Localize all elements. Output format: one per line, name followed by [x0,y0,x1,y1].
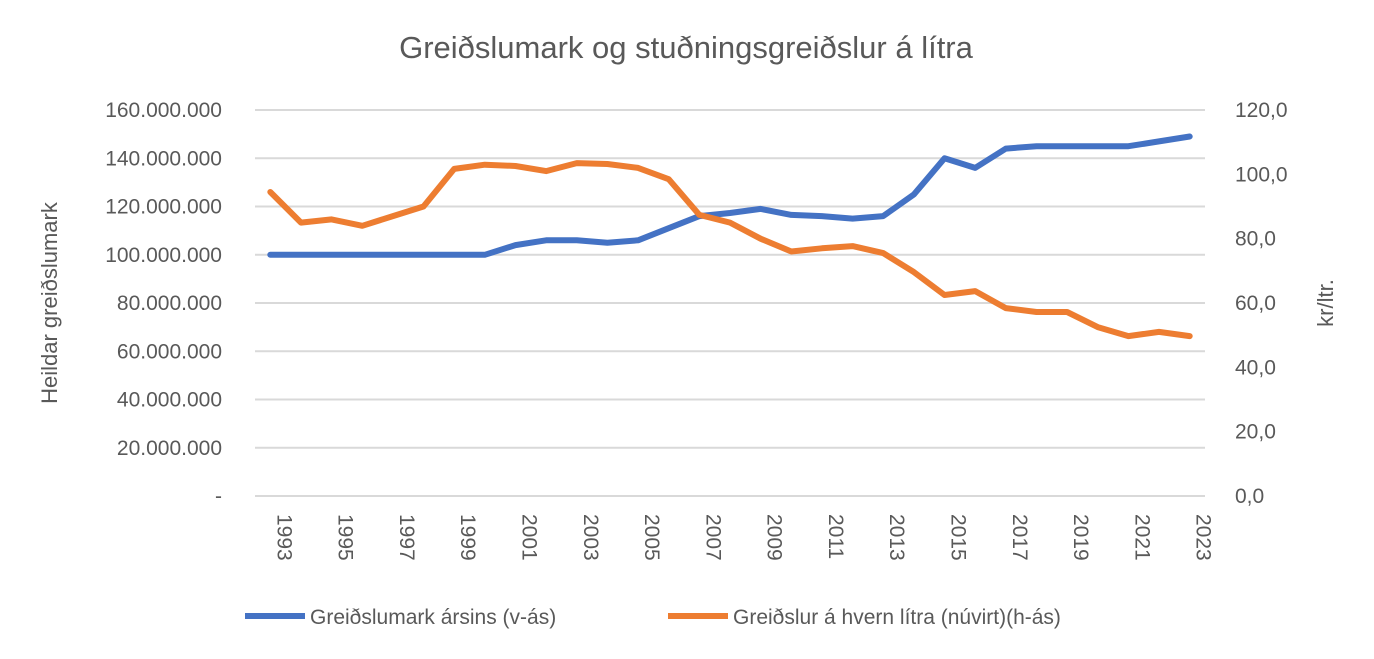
left-tick-label: 40.000.000 [117,389,222,412]
left-tick-label: 100.000.000 [105,244,222,267]
chart-title: Greiðslumark og stuðningsgreiðslur á lít… [399,30,974,65]
x-tick-label: 2019 [1069,514,1092,561]
right-tick-label: 80,0 [1235,228,1276,251]
legend-label-1: Greiðslur á hvern lítra (núvirt)(h-ás) [733,606,1061,629]
left-tick-label: - [215,485,222,508]
gridlines [255,109,1205,497]
right-tick-label: 120,0 [1235,99,1288,122]
x-tick-label: 1995 [334,514,357,561]
x-axis-ticks: 1993 1995 1997 1999 2001 2003 2005 2007 2009 2011… [272,514,1214,561]
legend-label-0: Greiðslumark ársins (v-ás) [310,606,556,629]
left-axis-label: Heildar greiðslumark [37,201,62,404]
right-tick-label: 100,0 [1235,163,1288,186]
series-line-0 [267,133,1193,258]
x-tick-label: 2021 [1130,514,1153,561]
left-tick-label: 80.000.000 [117,292,222,315]
x-tick-label: 1993 [272,514,295,561]
right-tick-label: 20,0 [1235,421,1276,444]
x-tick-label: 2015 [947,514,970,561]
x-tick-label: 1999 [456,514,479,561]
series-line-1 [267,160,1193,340]
right-axis-ticks: 0,0 20,0 40,0 60,0 80,0 100,0 120,0 [1235,99,1288,508]
left-tick-label: 20.000.000 [117,437,222,460]
x-tick-label: 2001 [517,514,540,561]
x-tick-label: 2023 [1192,514,1215,561]
right-axis-label: kr/ltr. [1313,279,1338,327]
left-axis-ticks: - 20.000.000 40.000.000 60.000.000 80.000.00… [105,99,222,508]
right-tick-label: 60,0 [1235,292,1276,315]
x-tick-label: 2009 [763,514,786,561]
series-lines [267,133,1193,340]
left-tick-label: 120.000.000 [105,196,222,219]
x-tick-label: 2003 [579,514,602,561]
x-tick-label: 2007 [701,514,724,561]
left-tick-label: 160.000.000 [105,99,222,122]
x-tick-label: 1997 [395,514,418,561]
x-tick-label: 2011 [824,514,847,559]
left-tick-label: 140.000.000 [105,147,222,170]
right-tick-label: 40,0 [1235,356,1276,379]
x-tick-label: 2017 [1008,514,1031,561]
x-tick-label: 2013 [885,514,908,561]
left-tick-label: 60.000.000 [117,340,222,363]
legend: Greiðslumark ársins (v-ás) Greiðslur á h… [245,606,1061,629]
x-tick-label: 2005 [640,514,663,561]
right-tick-label: 0,0 [1235,485,1264,508]
